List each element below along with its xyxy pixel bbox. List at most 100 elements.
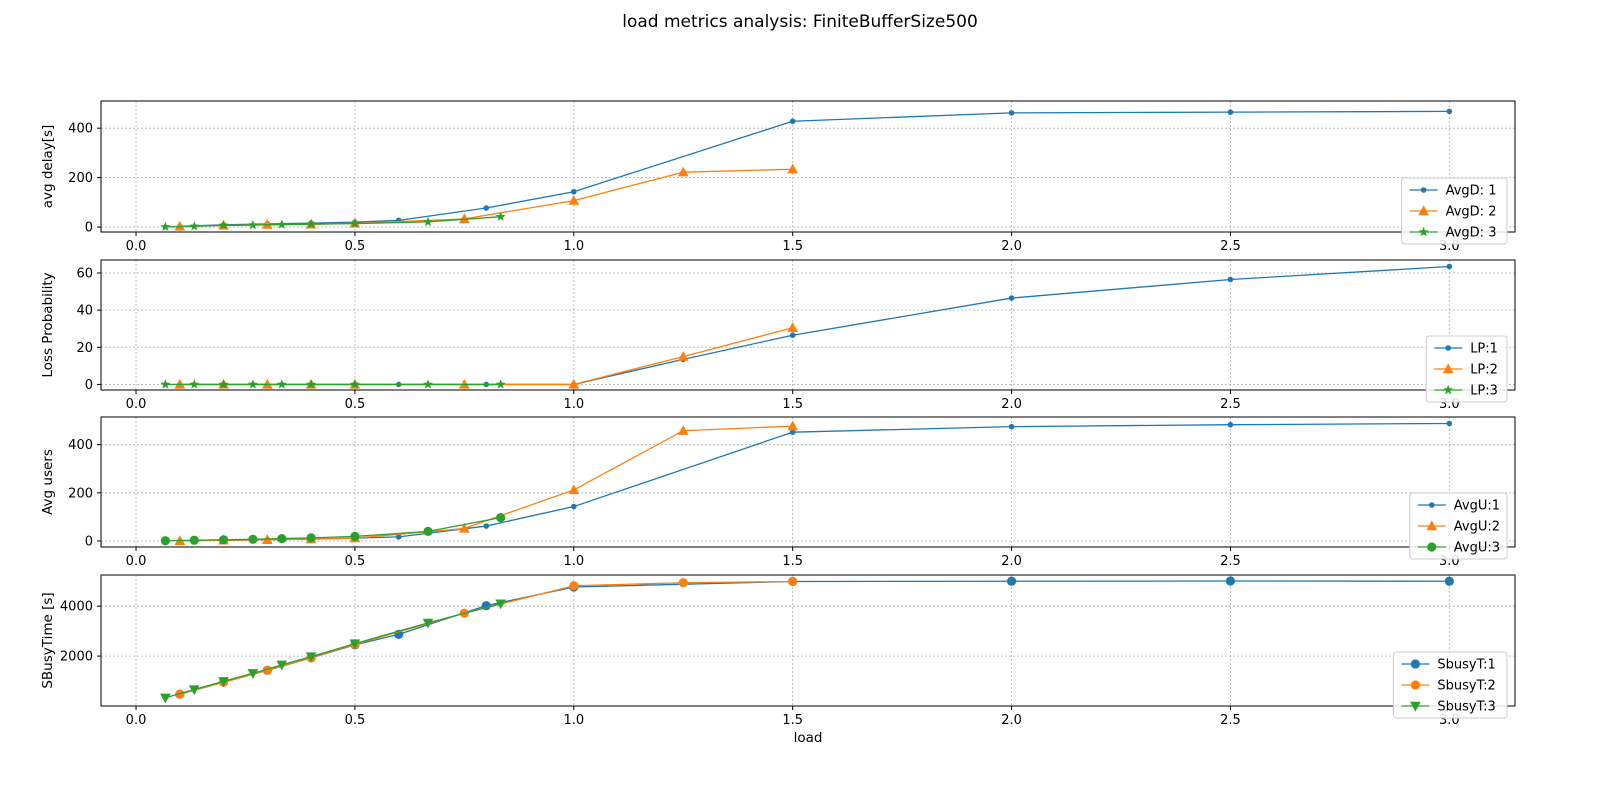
data-point	[305, 652, 317, 663]
data-point	[1446, 263, 1453, 270]
x-tick-label: 0.0	[126, 554, 147, 569]
data-point	[218, 535, 229, 545]
y-tick-label: 200	[68, 486, 93, 501]
axes-frame	[100, 416, 1516, 548]
legend-marker	[1426, 520, 1438, 531]
legend-label: AvgU:1	[1454, 499, 1500, 514]
data-point	[568, 378, 580, 389]
data-point	[349, 379, 360, 389]
series-line-3	[165, 216, 501, 228]
data-point	[247, 219, 258, 230]
data-point	[1008, 423, 1015, 430]
x-tick-label: 0.0	[126, 713, 147, 728]
x-tick-label: 1.5	[782, 239, 803, 254]
data-point	[1227, 109, 1234, 115]
data-point	[276, 660, 288, 671]
data-point	[218, 220, 229, 230]
x-tick-label: 0.5	[345, 239, 366, 254]
series-line-2	[179, 580, 793, 695]
x-tick-label: 1.5	[782, 397, 803, 412]
data-point	[160, 536, 170, 546]
data-point	[189, 221, 200, 231]
data-point	[459, 378, 470, 389]
x-tick-label: 2.0	[1001, 397, 1022, 412]
data-point	[787, 420, 798, 431]
x-tick-label: 0.0	[126, 239, 147, 254]
legend-marker	[1445, 345, 1451, 351]
legend: LP:1 LP:2 LP:3	[1425, 335, 1508, 403]
data-point	[262, 218, 273, 229]
legend-label: SbusyT:2	[1437, 679, 1495, 694]
data-point	[1446, 108, 1453, 115]
x-tick-label: 1.5	[782, 554, 803, 569]
legend-label: LP:2	[1470, 363, 1498, 378]
data-point	[495, 379, 506, 389]
data-point	[189, 379, 200, 389]
data-point	[677, 350, 689, 361]
x-tick-label: 2.5	[1220, 239, 1241, 254]
x-tick-label: 0.5	[345, 713, 366, 728]
series-line-1	[179, 580, 1450, 695]
legend-marker	[1410, 659, 1420, 669]
data-point	[789, 118, 796, 125]
data-point	[174, 220, 186, 231]
data-point	[262, 378, 273, 389]
data-point	[247, 379, 258, 389]
legend: AvgU:1 AvgU:2 AvgU:3	[1409, 492, 1508, 560]
series-line-1	[179, 110, 1450, 227]
x-tick-label: 1.0	[563, 397, 584, 412]
data-point	[422, 618, 434, 629]
y-axis-label: avg delay[s]	[40, 125, 56, 209]
legend-label: AvgD: 3	[1446, 226, 1497, 241]
data-point	[247, 669, 259, 679]
y-tick-label: 400	[68, 438, 93, 453]
data-point	[677, 425, 689, 435]
y-tick-label: 20	[76, 341, 93, 356]
data-point	[160, 693, 171, 704]
data-point	[306, 379, 317, 389]
legend-marker	[1420, 187, 1427, 193]
data-point	[1225, 576, 1236, 586]
data-point	[395, 534, 402, 540]
y-axis-label: SBusyTime [s]	[40, 592, 56, 688]
legend-label: AvgD: 2	[1446, 205, 1497, 220]
legend-marker	[1410, 680, 1420, 690]
legend-marker	[1418, 205, 1429, 216]
data-point	[569, 581, 579, 591]
data-point	[570, 503, 577, 510]
x-tick-label: 2.5	[1220, 554, 1241, 569]
data-point	[787, 163, 798, 174]
legend-marker	[1442, 363, 1454, 374]
data-point	[423, 216, 433, 227]
data-point	[1446, 420, 1453, 427]
data-point	[423, 379, 433, 389]
x-tick-label: 2.5	[1220, 713, 1241, 728]
x-tick-label: 1.0	[563, 239, 584, 254]
axes-frame	[100, 259, 1516, 391]
legend-label: SbusyT:1	[1437, 658, 1495, 673]
data-point	[350, 531, 360, 542]
data-point	[677, 166, 689, 177]
data-point	[349, 639, 361, 650]
data-point	[218, 379, 229, 389]
legend-label: LP:1	[1470, 342, 1498, 357]
y-axis-label: Loss Probability	[40, 272, 56, 377]
y-tick-label: 40	[76, 304, 93, 319]
data-point	[1227, 421, 1234, 428]
data-point	[788, 576, 798, 587]
data-point	[570, 188, 577, 195]
data-point	[248, 534, 258, 544]
legend-marker	[1410, 701, 1421, 712]
legend-label: AvgU:2	[1454, 520, 1500, 535]
data-point	[483, 205, 490, 211]
legend-box	[1392, 651, 1508, 719]
axes-frame	[100, 574, 1516, 707]
legend-marker	[1418, 226, 1429, 237]
data-point	[459, 522, 470, 533]
x-tick-label: 0.5	[345, 397, 366, 412]
data-point	[1008, 110, 1015, 116]
